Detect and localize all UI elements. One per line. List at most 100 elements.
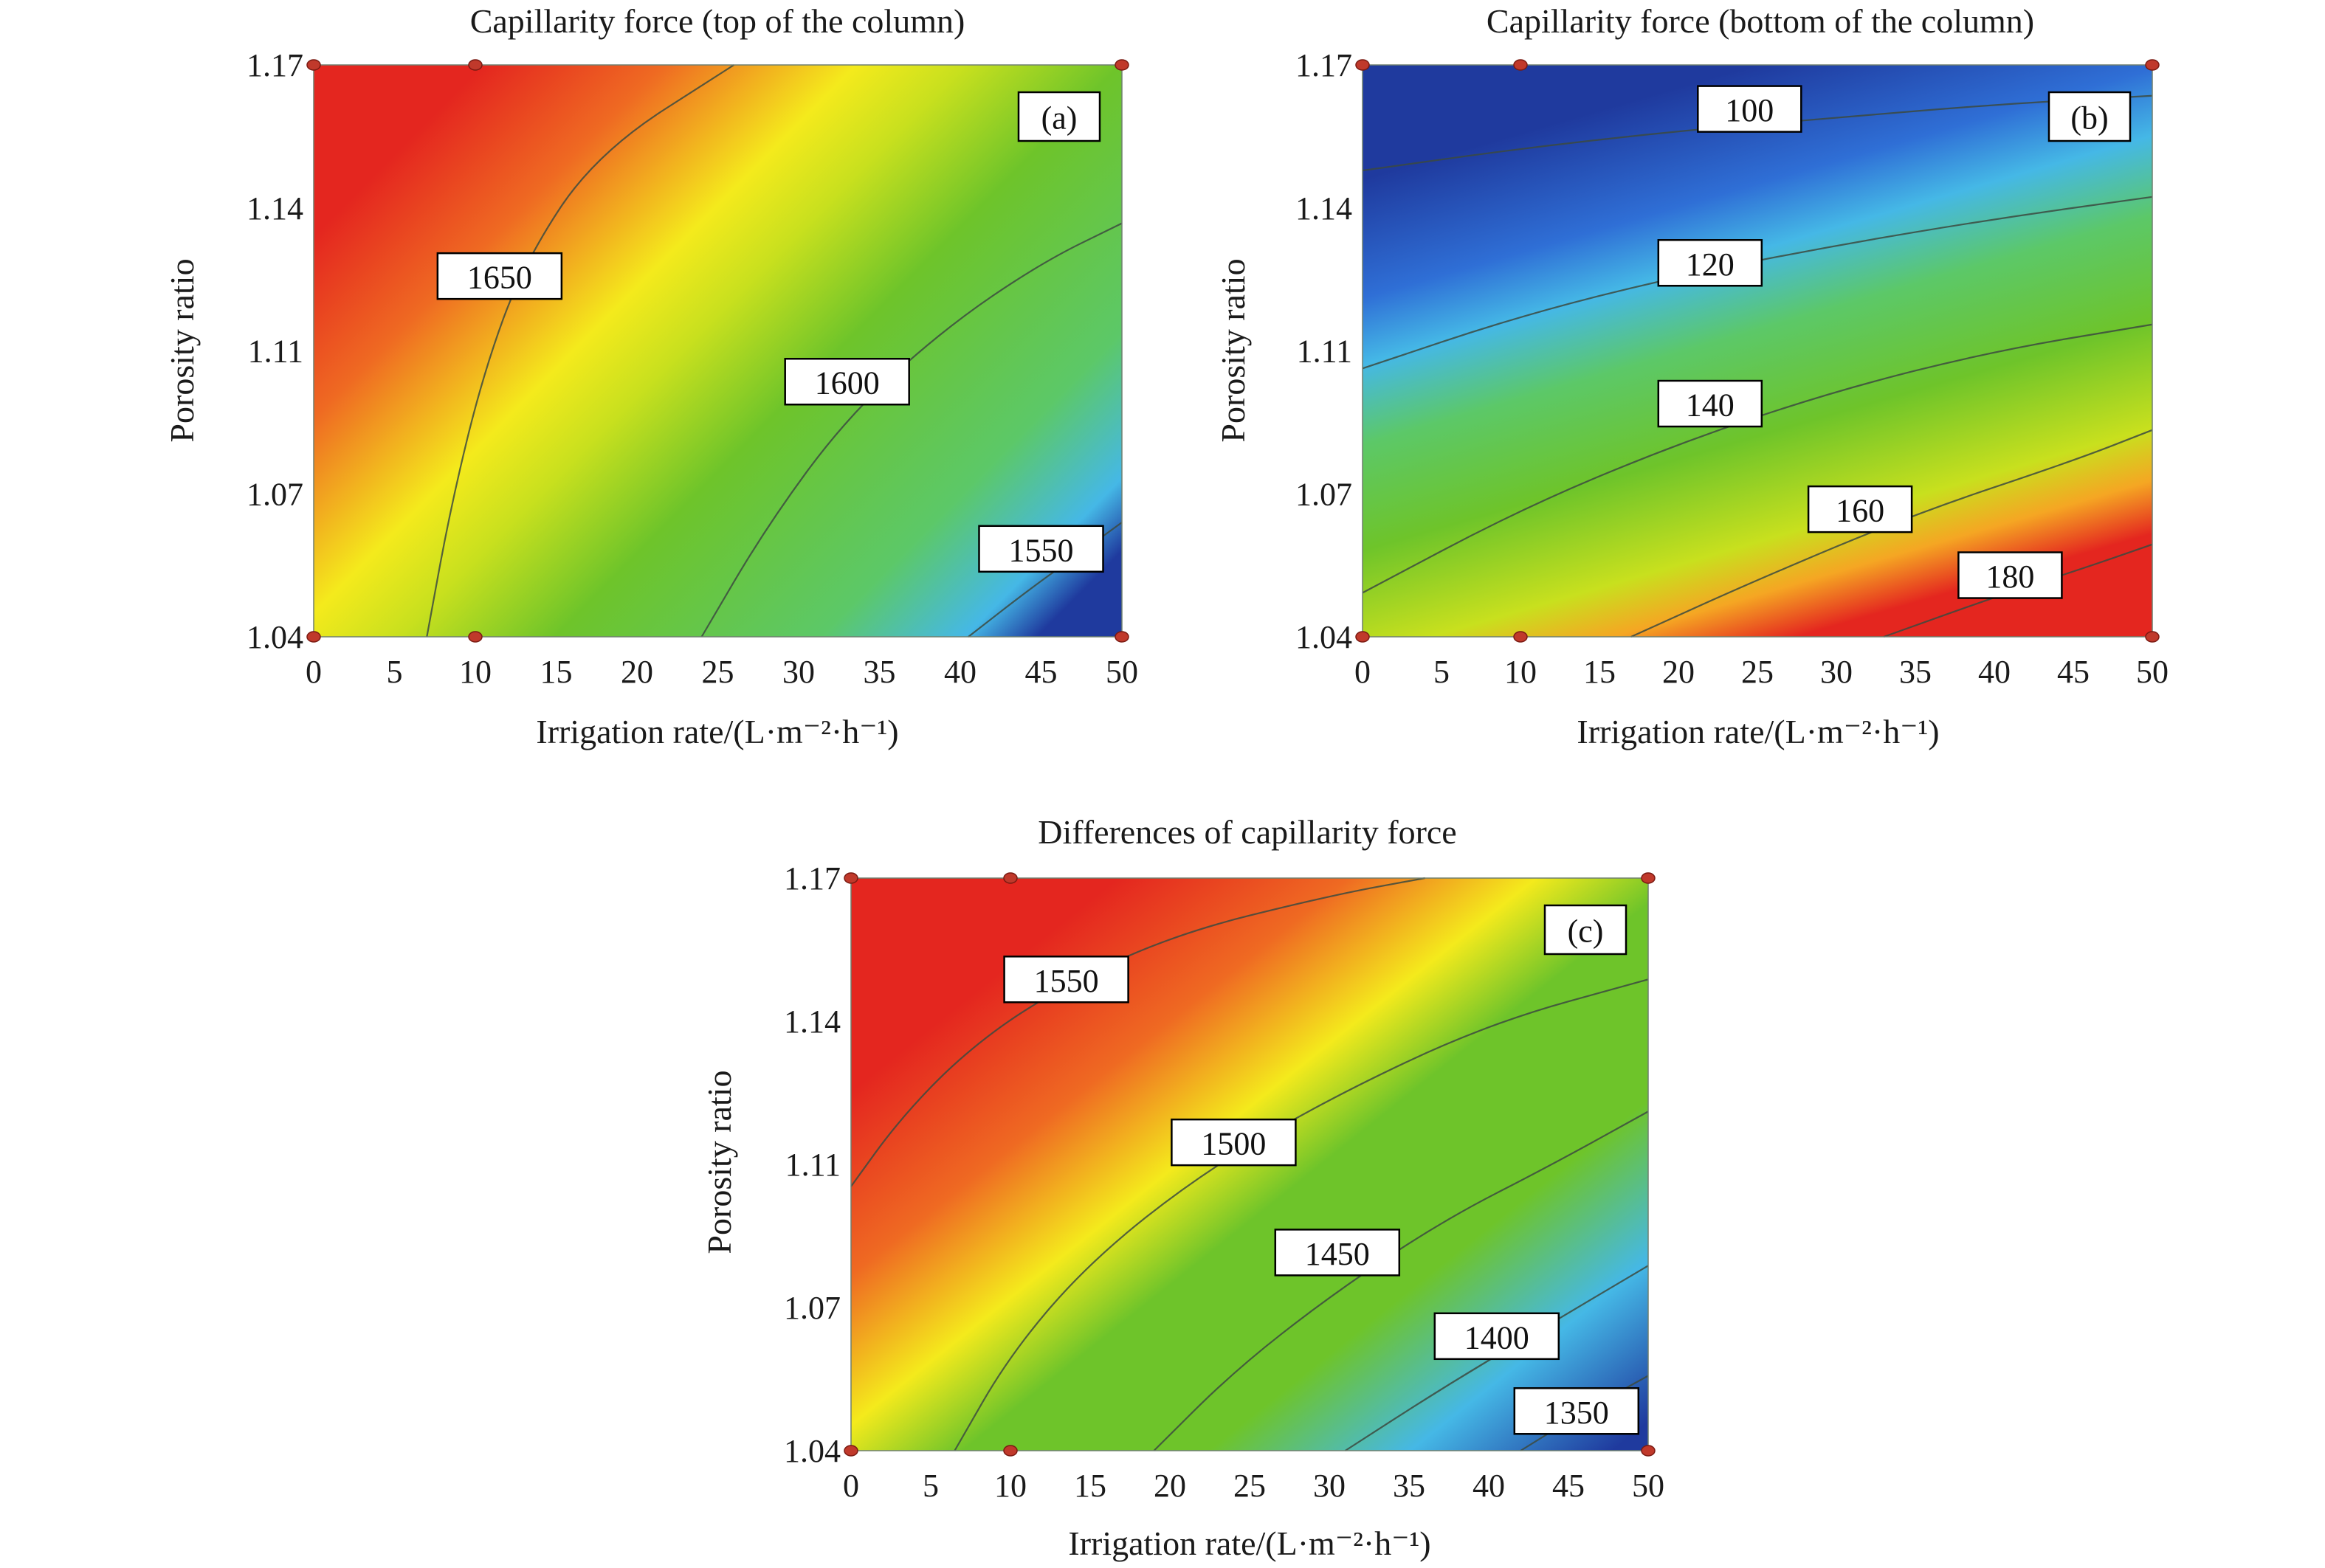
chart-a-x-tick-label: 25 (702, 654, 734, 690)
chart-a-x-tick-label: 0 (306, 654, 322, 690)
chart-a-contour-label: 1650 (436, 252, 563, 300)
chart-b-contour-label: 180 (1957, 551, 2063, 599)
chart-a-panel-tag-box (1017, 91, 1101, 142)
chart-a-design-point (1115, 59, 1129, 71)
chart-b-x-tick-label: 45 (2057, 654, 2090, 690)
chart-c-contour-label-text: 1400 (1464, 1319, 1529, 1355)
chart-c-xlabel: Irrigation rate/(L·m⁻²·h⁻¹) (1068, 1524, 1430, 1562)
chart-a-design-point (306, 631, 321, 643)
chart-a-contour-label-box (784, 357, 910, 406)
chart-a-contour-label-text: 1600 (815, 365, 880, 401)
chart-c-contour-label-box (1171, 1118, 1297, 1167)
chart-b-x-tick-label: 30 (1820, 654, 1853, 690)
chart-b-svg: 100 120 140 160 180 (b) 0 5 10 15 20 25 30 35 40 45 50… (1214, 2, 2169, 750)
chart-b-panel-tag: (b) (2047, 91, 2132, 142)
chart-b-x-tick-label: 5 (1433, 654, 1450, 690)
chart-a-x-tick-label: 15 (540, 654, 573, 690)
chart-b-design-point (2145, 631, 2160, 643)
chart-c-y-tick-label: 1.14 (784, 1004, 841, 1040)
chart-a-plot-frame (313, 64, 1123, 638)
chart-a-y-tick-label: 1.11 (248, 334, 303, 370)
chart-a-contour-label: 1600 (784, 357, 910, 406)
chart-b-design-point (1513, 631, 1528, 643)
chart-c-design-point (844, 1445, 858, 1457)
chart-a-panel-tag: (a) (1017, 91, 1101, 142)
chart-c-ylabel: Porosity ratio (700, 1070, 738, 1254)
chart-c-contour-line (954, 978, 1649, 1451)
chart-c-x-tick-label: 40 (1472, 1468, 1505, 1504)
chart-a-contour-label: 1550 (978, 525, 1104, 573)
chart-a-contour-label-text: 1650 (467, 260, 532, 296)
chart-b-x-tick-label: 50 (2136, 654, 2169, 690)
chart-b-x-tick-label: 10 (1504, 654, 1537, 690)
chart-b-contour-label: 140 (1657, 379, 1763, 428)
chart-b-design-point (1513, 59, 1528, 71)
chart-a-panel-tag-text: (a) (1041, 100, 1078, 137)
chart-b-contour-label: 100 (1697, 85, 1802, 133)
chart-b-x-tick-label: 40 (1978, 654, 2011, 690)
chart-c-design-point (1003, 1445, 1018, 1457)
chart-c-y-tick-label: 1.04 (784, 1433, 841, 1469)
chart-b-y-tick-label: 1.14 (1295, 190, 1352, 227)
chart-a-y-tick-label: 1.17 (247, 47, 303, 83)
chart-c-contour-label-box (1513, 1387, 1640, 1435)
chart-c-design-point (844, 872, 858, 884)
chart-b-y-tick-label: 1.04 (1295, 619, 1352, 655)
chart-b-contour-label-box (1657, 239, 1763, 287)
chart-c-contour-line (1153, 1111, 1649, 1451)
chart-c-x-tick-label: 10 (994, 1468, 1027, 1504)
chart-c-x-tick-label: 30 (1313, 1468, 1346, 1504)
chart-a-contour-line (426, 64, 734, 638)
chart-c-contour-label-text: 1550 (1034, 963, 1099, 999)
chart-c-x-tick-label: 35 (1393, 1468, 1425, 1504)
chart-a-contour-label-text: 1550 (1009, 532, 1074, 568)
chart-a-y-tick-label: 1.04 (247, 619, 303, 655)
chart-a-x-tick-label: 50 (1106, 654, 1138, 690)
chart-a-x-tick-label: 10 (459, 654, 492, 690)
chart-a-contour-label-box (978, 525, 1104, 573)
chart-b-contour-label-text: 140 (1686, 387, 1735, 424)
chart-c-contour-label-box (1003, 956, 1129, 1004)
chart-c-x-tick-label: 5 (923, 1468, 939, 1504)
chart-a-x-tick-label: 45 (1025, 654, 1058, 690)
chart-c-y-tick-label: 1.07 (784, 1290, 841, 1326)
chart-b-x-tick-label: 35 (1899, 654, 1932, 690)
chart-a-design-point (468, 631, 483, 643)
chart-b-x-tick-label: 15 (1583, 654, 1616, 690)
chart-b-ylabel: Porosity ratio (1214, 258, 1252, 442)
chart-b-contour-label-text: 100 (1725, 92, 1774, 128)
chart-c-contour-label: 1550 (1003, 956, 1129, 1004)
chart-c-x-tick-label: 0 (843, 1468, 859, 1504)
chart-a-contour-line (700, 222, 1123, 638)
chart-c-design-point (1641, 1445, 1656, 1457)
chart-c-x-tick-label: 25 (1233, 1468, 1266, 1504)
chart-b-contour-label-box (1657, 379, 1763, 428)
chart-c-contour-label: 1450 (1274, 1229, 1401, 1277)
chart-c-contour-label: 1400 (1433, 1312, 1560, 1361)
chart-b-contour-label-box (1957, 551, 2063, 599)
chart-c-x-tick-label: 50 (1632, 1468, 1664, 1504)
chart-a-xlabel: Irrigation rate/(L·m⁻²·h⁻¹) (536, 713, 898, 750)
chart-c-x-tick-label: 20 (1154, 1468, 1186, 1504)
chart-b-contour-label-text: 160 (1836, 493, 1884, 529)
chart-b-contour-label-text: 120 (1686, 246, 1735, 283)
chart-b-title: Capillarity force (bottom of the column) (1487, 2, 2034, 40)
chart-c-y-tick-label: 1.11 (785, 1147, 841, 1183)
chart-b-y-tick-label: 1.07 (1295, 476, 1352, 512)
chart-a-design-point (1115, 631, 1129, 643)
chart-panel-b: 100 120 140 160 180 (b) 0 5 10 15 20 25 30 35 40 45 50… (0, 0, 2325, 782)
chart-a-y-tick-label: 1.14 (247, 190, 303, 227)
chart-c-contour-label-box (1433, 1312, 1560, 1361)
chart-c-y-tick-label: 1.17 (784, 860, 841, 897)
chart-a-x-tick-label: 5 (387, 654, 403, 690)
chart-b-x-tick-label: 25 (1741, 654, 1774, 690)
chart-b-contour-label-box (1697, 85, 1802, 133)
chart-c-plot-frame (850, 877, 1649, 1451)
chart-c-contour-label-text: 1350 (1544, 1395, 1609, 1431)
chart-c-panel-tag-text: (c) (1568, 913, 1604, 950)
chart-a-design-point (468, 59, 483, 71)
chart-a-design-point (306, 59, 321, 71)
chart-c-x-tick-label: 45 (1552, 1468, 1585, 1504)
